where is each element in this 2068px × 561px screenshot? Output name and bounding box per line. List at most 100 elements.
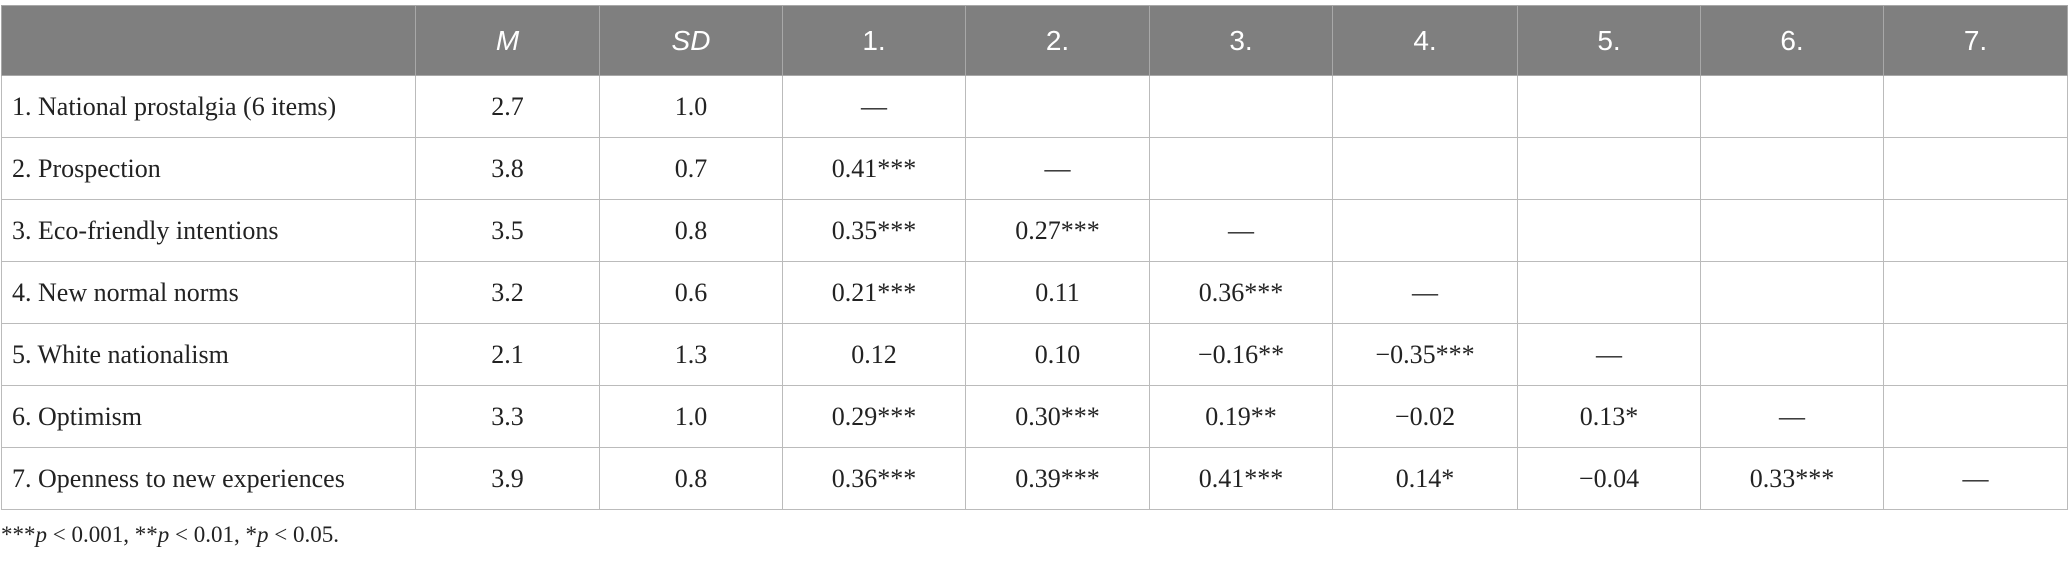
table-cell: 0.33***: [1700, 447, 1884, 510]
table-cell: [1517, 261, 1701, 324]
row-label: 4. New normal norms: [1, 261, 416, 324]
table-cell: 0.19**: [1149, 385, 1333, 448]
table-cell: 0.11: [965, 261, 1150, 324]
header-cell: 2.: [965, 5, 1150, 76]
table-cell: [1883, 199, 2068, 262]
table-cell: 0.35***: [782, 199, 966, 262]
header-cell: 4.: [1332, 5, 1518, 76]
table-cell: —: [1332, 261, 1518, 324]
table-cell: 0.41***: [782, 137, 966, 200]
table-cell: [1883, 261, 2068, 324]
table-cell: 0.27***: [965, 199, 1150, 262]
table-cell: −0.04: [1517, 447, 1701, 510]
row-label: 6. Optimism: [1, 385, 416, 448]
row-label: 3. Eco-friendly intentions: [1, 199, 416, 262]
table-row: 6. Optimism 3.3 1.0 0.29*** 0.30*** 0.19** −0.…: [1, 385, 2068, 448]
table-cell: 1.3: [599, 323, 783, 386]
table-cell: −0.35***: [1332, 323, 1518, 386]
table-cell: 0.10: [965, 323, 1150, 386]
header-cell: 5.: [1517, 5, 1701, 76]
table-cell: 0.7: [599, 137, 783, 200]
table-cell: [1700, 261, 1884, 324]
table-cell: —: [965, 137, 1150, 200]
table-row: 7. Openness to new experiences 3.9 0.8 0.36…: [1, 447, 2068, 510]
table-cell: —: [1517, 323, 1701, 386]
table-container: M SD 1. 2. 3. 4. 5. 6. 7. 1. National prostalgia…: [1, 5, 2068, 510]
header-cell: M: [415, 5, 600, 76]
table-row: 5. White nationalism 2.1 1.3 0.12 0.10 −0.16*…: [1, 323, 2068, 386]
table-cell: 3.2: [415, 261, 600, 324]
row-label: 5. White nationalism: [1, 323, 416, 386]
table-cell: [1700, 199, 1884, 262]
table-cell: 2.7: [415, 75, 600, 138]
table-row: 1. National prostalgia (6 items) 2.7 1.0—: [1, 75, 2068, 138]
table-cell: —: [782, 75, 966, 138]
header-cell: 1.: [782, 5, 966, 76]
table-cell: [1883, 75, 2068, 138]
table-cell: 0.30***: [965, 385, 1150, 448]
table-cell: [1700, 137, 1884, 200]
table-cell: [1332, 199, 1518, 262]
footnote-part: p: [35, 522, 48, 547]
table-cell: [1700, 323, 1884, 386]
table-cell: [1883, 323, 2068, 386]
footnote-part: < 0.05.: [268, 522, 339, 547]
table-cell: 0.14*: [1332, 447, 1518, 510]
table-cell: −0.16**: [1149, 323, 1333, 386]
footnote-part: p: [157, 522, 170, 547]
footnote-part: < 0.001, **: [47, 522, 158, 547]
footnote: ***p < 0.001, **p < 0.01, *p < 0.05.: [1, 522, 339, 548]
table-cell: [1700, 75, 1884, 138]
table-cell: [1149, 137, 1333, 200]
table-cell: [1517, 199, 1701, 262]
table-cell: 1.0: [599, 385, 783, 448]
table-cell: 0.21***: [782, 261, 966, 324]
row-label: 1. National prostalgia (6 items): [1, 75, 416, 138]
table-cell: —: [1700, 385, 1884, 448]
table-row: 2. Prospection 3.8 0.7 0.41*** —: [1, 137, 2068, 200]
header-cell: 7.: [1883, 5, 2068, 76]
table-cell: —: [1883, 447, 2068, 510]
footnote-part: ***: [1, 522, 36, 547]
table-cell: [1883, 385, 2068, 448]
header-cell: SD: [599, 5, 783, 76]
table-cell: —: [1149, 199, 1333, 262]
table-cell: [1149, 75, 1333, 138]
table-cell: 0.12: [782, 323, 966, 386]
header-cell: [1, 5, 416, 76]
table-cell: [1517, 137, 1701, 200]
table-cell: 2.1: [415, 323, 600, 386]
row-label: 2. Prospection: [1, 137, 416, 200]
table-cell: 0.6: [599, 261, 783, 324]
table-cell: 3.3: [415, 385, 600, 448]
table-cell: [1332, 137, 1518, 200]
table-cell: 3.5: [415, 199, 600, 262]
table-cell: [1517, 75, 1701, 138]
table-cell: 0.36***: [1149, 261, 1333, 324]
table-cell: 3.9: [415, 447, 600, 510]
table-body: 1. National prostalgia (6 items) 2.7 1.0—2…: [1, 75, 2068, 510]
header-cell: 6.: [1700, 5, 1884, 76]
table-row: 4. New normal norms 3.2 0.6 0.21*** 0.11 0.36…: [1, 261, 2068, 324]
table-cell: 0.8: [599, 447, 783, 510]
table-cell: 0.39***: [965, 447, 1150, 510]
table-row: 3. Eco-friendly intentions 3.5 0.8 0.35*** 0…: [1, 199, 2068, 262]
row-label: 7. Openness to new experiences: [1, 447, 416, 510]
correlation-table: M SD 1. 2. 3. 4. 5. 6. 7. 1. National prostalgia…: [1, 5, 2068, 510]
table-cell: −0.02: [1332, 385, 1518, 448]
table-cell: [1332, 75, 1518, 138]
header-row: M SD 1. 2. 3. 4. 5. 6. 7.: [1, 5, 2068, 76]
footnote-part: p: [256, 522, 269, 547]
table-cell: [965, 75, 1150, 138]
footnote-part: < 0.01, *: [169, 522, 257, 547]
table-cell: 0.29***: [782, 385, 966, 448]
table-cell: 0.8: [599, 199, 783, 262]
table-cell: 0.13*: [1517, 385, 1701, 448]
table-cell: 0.36***: [782, 447, 966, 510]
table-cell: 3.8: [415, 137, 600, 200]
table-cell: 0.41***: [1149, 447, 1333, 510]
table-cell: [1883, 137, 2068, 200]
header-cell: 3.: [1149, 5, 1333, 76]
table-cell: 1.0: [599, 75, 783, 138]
